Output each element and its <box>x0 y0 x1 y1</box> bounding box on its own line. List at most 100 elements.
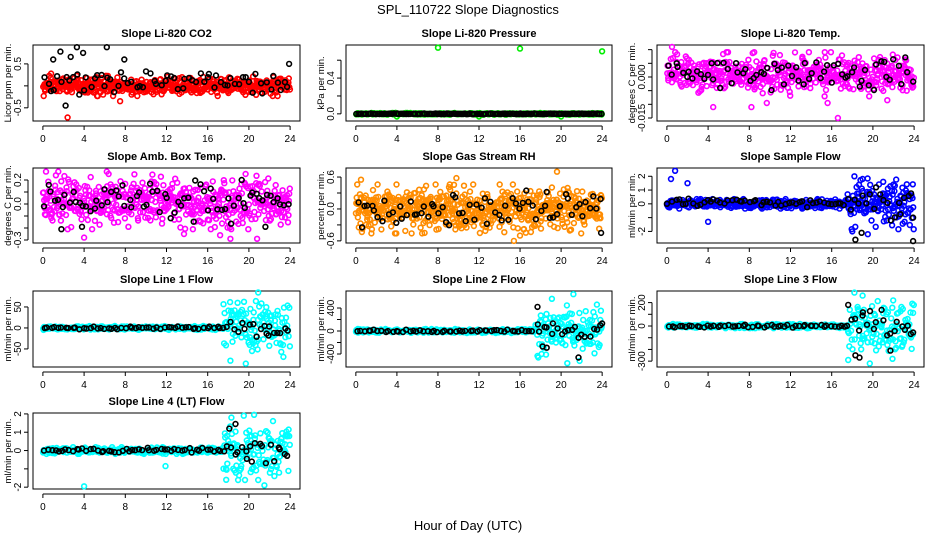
data-point <box>125 223 132 231</box>
data-points <box>39 168 293 243</box>
y-tick-label: 0.0 <box>326 202 337 216</box>
data-point <box>870 55 878 62</box>
black-point <box>128 78 135 86</box>
outlier-point <box>671 167 679 175</box>
black-point <box>139 83 147 91</box>
x-tick-label: 4 <box>394 134 400 145</box>
black-point <box>192 177 199 184</box>
x-tick-label: 4 <box>81 380 87 391</box>
y-axis-label: kPa per min. <box>316 56 327 109</box>
outlier-point <box>570 291 577 298</box>
x-tick-label: 16 <box>202 380 214 391</box>
x-tick-label: 20 <box>867 256 879 267</box>
panel-3: Slope Li-820 Temp.degrees C per min.0 4 8 1… <box>627 28 925 145</box>
outlier-point <box>516 45 524 52</box>
outlier-point <box>684 180 691 187</box>
y-axis-label: degrees C per min. <box>3 165 14 246</box>
data-point <box>910 74 918 82</box>
y-tick-label: 0.2 <box>13 173 24 187</box>
data-point <box>286 343 294 350</box>
black-point <box>41 74 48 81</box>
data-point <box>130 180 137 188</box>
data-point <box>250 309 257 316</box>
black-outlier-point <box>909 214 917 221</box>
data-point <box>258 188 265 195</box>
black-point <box>285 201 292 208</box>
black-point <box>909 78 917 85</box>
data-point <box>865 93 873 100</box>
black-point <box>902 54 909 61</box>
x-tick-label: 0 <box>353 256 359 267</box>
outlier-point <box>47 70 55 77</box>
data-point <box>200 220 207 227</box>
outlier-point <box>253 235 261 243</box>
black-outlier-point <box>597 229 605 237</box>
data-point <box>543 310 550 318</box>
data-point <box>724 48 732 56</box>
x-tick-label: 16 <box>826 134 838 145</box>
x-tick-label: 12 <box>161 380 173 391</box>
data-point <box>466 188 474 195</box>
data-point <box>134 92 141 100</box>
data-point <box>107 214 115 222</box>
data-point <box>95 183 103 191</box>
data-point <box>261 178 269 186</box>
data-point <box>271 317 279 324</box>
x-tick-label: 0 <box>40 134 46 145</box>
y-tick-label: 0.6 <box>326 170 337 184</box>
black-point <box>523 187 530 194</box>
data-point <box>750 48 758 56</box>
black-point <box>903 68 911 76</box>
data-point <box>776 51 784 59</box>
black-point <box>154 187 161 195</box>
black-point <box>147 70 154 77</box>
data-point <box>393 181 400 188</box>
data-point <box>548 184 556 191</box>
data-point <box>186 184 193 192</box>
data-point <box>761 56 768 64</box>
data-point <box>514 225 521 232</box>
black-point <box>564 195 572 202</box>
x-tick-label: 0 <box>353 134 359 145</box>
black-point <box>227 74 234 82</box>
black-point <box>210 195 217 203</box>
black-point <box>225 195 232 202</box>
data-point <box>850 85 857 93</box>
data-point <box>279 187 286 194</box>
black-outlier-point <box>58 226 65 233</box>
data-point <box>866 181 874 189</box>
black-point <box>88 83 95 91</box>
data-point <box>280 353 287 361</box>
black-point <box>685 68 692 76</box>
x-tick-label: 8 <box>747 256 753 267</box>
data-point <box>567 226 575 233</box>
data-point <box>218 220 226 227</box>
data-point <box>864 175 871 182</box>
data-point <box>522 229 529 236</box>
black-point <box>732 59 740 67</box>
y-tick-label: -0.6 <box>326 232 337 250</box>
data-point <box>903 181 910 188</box>
black-point <box>872 184 880 191</box>
data-point <box>812 79 819 86</box>
data-point <box>277 221 284 228</box>
black-point <box>98 71 105 79</box>
data-point <box>278 348 285 356</box>
y-tick-label: 0 <box>637 201 648 207</box>
black-point <box>152 80 160 88</box>
data-point <box>242 170 249 178</box>
black-point <box>250 320 257 328</box>
data-point <box>573 188 581 195</box>
data-point <box>239 219 246 227</box>
x-tick-label: 20 <box>556 134 568 145</box>
x-tick-label: 20 <box>867 134 879 145</box>
black-point <box>838 71 846 78</box>
black-point <box>844 73 851 80</box>
y-tick-label: -50 <box>13 341 24 356</box>
data-point <box>42 211 49 219</box>
outlier-point <box>116 97 124 105</box>
data-point <box>139 209 147 216</box>
data-point <box>78 216 85 223</box>
